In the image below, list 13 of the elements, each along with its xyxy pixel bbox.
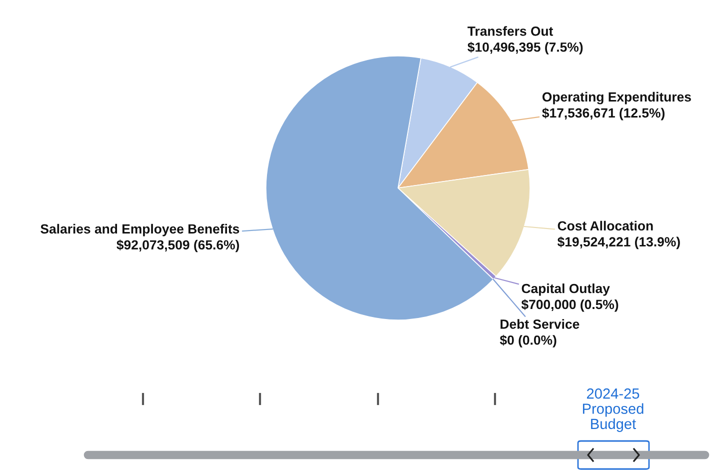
slice-label: Capital Outlay bbox=[522, 283, 610, 296]
data-label: $92,073,509 (65.6%) bbox=[116, 240, 240, 252]
data-label: $17,536,671 (12.5%) bbox=[542, 108, 665, 120]
slice-label: Cost Allocation bbox=[558, 220, 653, 231]
data-label: $10,496,395 (7.5%) bbox=[468, 42, 583, 54]
text: $0 (0.0%) bbox=[500, 334, 556, 348]
slice-label: Salaries and Employee Benefits bbox=[40, 224, 240, 236]
category-label: Debt Service bbox=[500, 319, 580, 329]
data-label: $19,524,221 (13.9%) bbox=[557, 236, 680, 250]
slice-label: Transfers Out bbox=[468, 26, 554, 36]
text: 2024-25 Proposed Budget bbox=[582, 388, 644, 432]
data-label: $700,000 (0.5%) bbox=[521, 299, 618, 312]
slice-label: Operating Expenditures bbox=[542, 92, 691, 104]
